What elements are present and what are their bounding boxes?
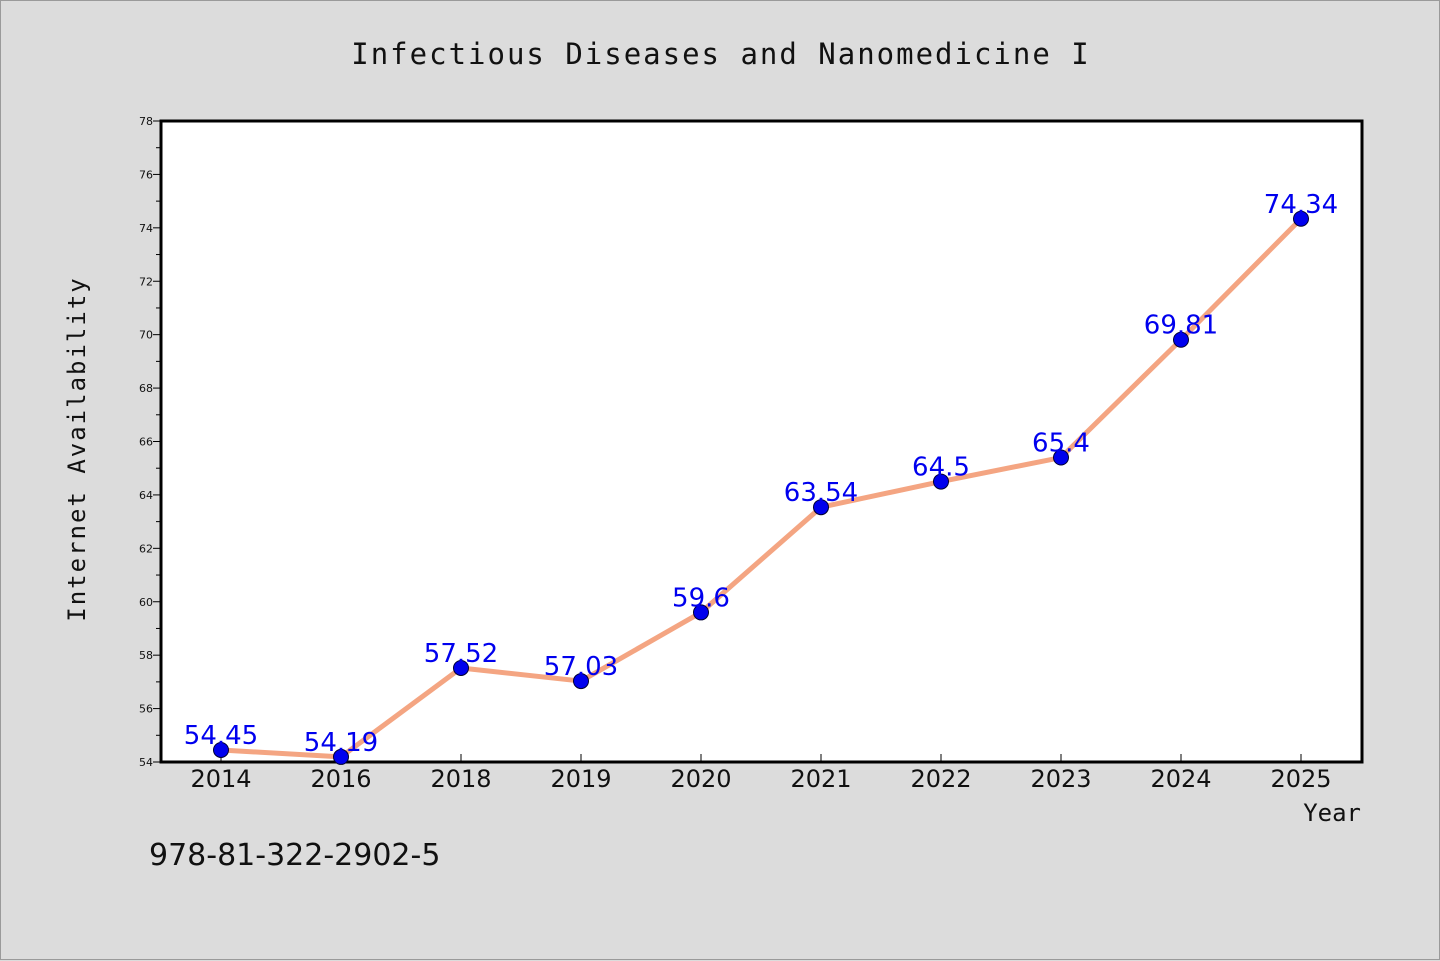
x-axis-ticks: 2014 2016 2018 2019 2020 2021 2022 2023 2024 2025: [190, 754, 1332, 793]
y-tick-label: 72: [139, 275, 153, 288]
x-tick-label: 2014: [190, 765, 251, 793]
data-markers: [213, 210, 1309, 765]
data-point: [693, 604, 709, 621]
x-tick-label: 2023: [1030, 765, 1091, 793]
data-label: 64.5: [912, 453, 970, 483]
data-point: [1293, 210, 1309, 227]
y-tick-label: 66: [139, 436, 153, 449]
x-tick-label: 2018: [430, 765, 491, 793]
x-tick-label: 2022: [910, 765, 971, 793]
series-line: [218, 216, 1304, 760]
plot-area: [159, 119, 1364, 764]
data-point: [813, 499, 829, 516]
x-tick-label: 2025: [1270, 765, 1331, 793]
y-tick-label: 70: [139, 329, 153, 342]
y-tick-label: 64: [139, 489, 153, 502]
data-point: [1173, 331, 1189, 348]
data-point: [453, 659, 469, 676]
y-tick-label: 58: [139, 649, 153, 662]
data-label: 65.4: [1032, 429, 1090, 459]
chart-title: Infectious Diseases and Nanomedicine I: [351, 37, 1090, 71]
y-tick-label: 74: [139, 222, 153, 235]
data-point: [1053, 449, 1069, 466]
data-label: 59.6: [672, 583, 730, 613]
y-tick-label: 62: [139, 542, 153, 555]
data-label: 63.54: [784, 478, 858, 508]
data-point: [213, 741, 229, 758]
data-label: 57.03: [544, 652, 618, 682]
y-tick-label: 78: [139, 115, 153, 128]
y-tick-label: 60: [139, 596, 153, 609]
x-tick-label: 2020: [670, 765, 731, 793]
y-axis-ticks: 54 56 58 60 62 64 66 68 70 72 74 76 78: [139, 115, 161, 769]
data-label: 54.19: [304, 728, 378, 758]
data-point: [573, 673, 589, 690]
x-tick-label: 2021: [790, 765, 851, 793]
data-point: [333, 748, 349, 765]
y-tick-label: 54: [139, 756, 153, 769]
x-tick-label: 2016: [310, 765, 371, 793]
data-label: 69.81: [1144, 311, 1218, 341]
x-tick-label: 2019: [550, 765, 611, 793]
data-point: [933, 473, 949, 490]
x-tick-label: 2024: [1150, 765, 1211, 793]
data-label: 54.45: [184, 721, 258, 751]
y-tick-label: 56: [139, 703, 153, 716]
data-label: 57.52: [424, 639, 498, 669]
x-axis-label: Year: [1303, 799, 1361, 827]
data-labels: 54.45 54.19 57.52 57.03 59.6 63.54 64.5 65.4 69.…: [184, 190, 1338, 758]
data-label: 74.34: [1264, 190, 1338, 220]
y-tick-label: 68: [139, 382, 153, 395]
y-axis-label: Internet Availability: [63, 276, 91, 621]
y-tick-label: 76: [139, 168, 153, 181]
footer-isbn: 978-81-322-2902-5: [149, 838, 440, 873]
